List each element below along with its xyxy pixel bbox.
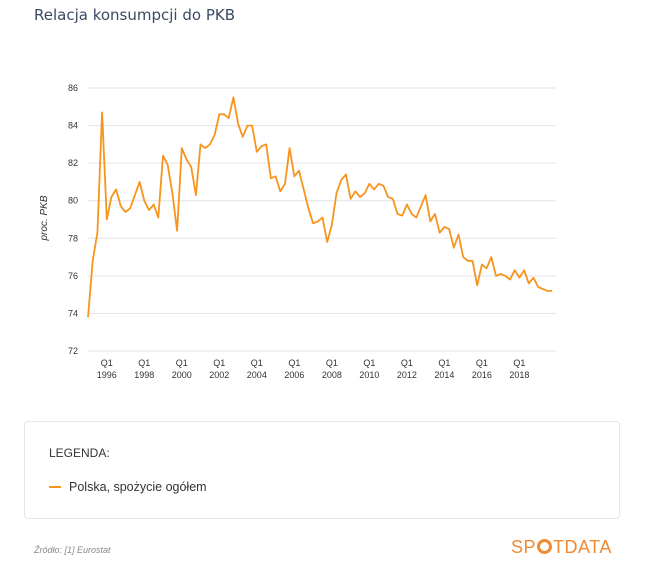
legend-swatch bbox=[49, 486, 61, 488]
x-tick-label-quarter: Q1 bbox=[438, 358, 450, 368]
y-tick-label: 84 bbox=[68, 121, 78, 131]
x-tick-label-year: 2018 bbox=[509, 370, 529, 380]
brand-logo: SP TDATA bbox=[511, 537, 612, 558]
x-tick-label-quarter: Q1 bbox=[213, 358, 225, 368]
legend-item[interactable]: Polska, spożycie ogółem bbox=[49, 480, 207, 494]
x-tick-label-year: 2014 bbox=[434, 370, 454, 380]
x-tick-label-quarter: Q1 bbox=[288, 358, 300, 368]
legend-item-label: Polska, spożycie ogółem bbox=[69, 480, 207, 494]
page-title: Relacja konsumpcji do PKB bbox=[34, 6, 235, 24]
y-tick-label: 74 bbox=[68, 308, 78, 318]
x-tick-label-quarter: Q1 bbox=[138, 358, 150, 368]
gridlines bbox=[88, 87, 556, 352]
x-tick-label-year: 2006 bbox=[284, 370, 304, 380]
y-tick-label: 86 bbox=[68, 83, 78, 93]
x-tick-label-quarter: Q1 bbox=[251, 358, 263, 368]
legend-title: LEGENDA: bbox=[49, 446, 110, 460]
x-tick-label-year: 2004 bbox=[247, 370, 267, 380]
series-line bbox=[87, 96, 553, 318]
brand-logo-text-start: SP bbox=[511, 537, 537, 557]
y-axis-ticks: 72 74 76 78 80 82 84 86 bbox=[68, 83, 78, 356]
legend-panel: LEGENDA: Polska, spożycie ogółem bbox=[24, 421, 620, 519]
y-tick-label: 82 bbox=[68, 158, 78, 168]
x-tick-label-quarter: Q1 bbox=[176, 358, 188, 368]
x-tick-label-year: 2010 bbox=[359, 370, 379, 380]
x-tick-label-quarter: Q1 bbox=[513, 358, 525, 368]
x-tick-label-quarter: Q1 bbox=[401, 358, 413, 368]
y-tick-label: 76 bbox=[68, 271, 78, 281]
y-axis-label: proc. PKB bbox=[39, 195, 50, 241]
line-chart: 72 74 76 78 80 82 84 86 Q1 1996 Q1 1998 Q1 2000 Q1 200… bbox=[39, 83, 556, 380]
x-tick-label-year: 2000 bbox=[172, 370, 192, 380]
x-tick-label-year: 1998 bbox=[134, 370, 154, 380]
x-tick-label-year: 1996 bbox=[97, 370, 117, 380]
x-tick-label-quarter: Q1 bbox=[326, 358, 338, 368]
x-tick-label-year: 2008 bbox=[322, 370, 342, 380]
source-note: Źródło: [1] Eurostat bbox=[34, 545, 111, 555]
brand-logo-text-end: TDATA bbox=[553, 537, 612, 557]
x-axis-ticks: Q1 1996 Q1 1998 Q1 2000 Q1 2002 Q1 2004 Q1 2006 Q1 20… bbox=[97, 358, 530, 380]
x-tick-label-year: 2016 bbox=[472, 370, 492, 380]
y-tick-label: 72 bbox=[68, 346, 78, 356]
y-tick-label: 80 bbox=[68, 196, 78, 206]
x-tick-label-quarter: Q1 bbox=[101, 358, 113, 368]
x-tick-label-quarter: Q1 bbox=[476, 358, 488, 368]
y-tick-label: 78 bbox=[68, 233, 78, 243]
x-tick-label-year: 2012 bbox=[397, 370, 417, 380]
series-layer bbox=[87, 96, 553, 318]
x-tick-label-year: 2002 bbox=[209, 370, 229, 380]
brand-logo-dot-icon bbox=[537, 539, 553, 554]
x-tick-label-quarter: Q1 bbox=[363, 358, 375, 368]
